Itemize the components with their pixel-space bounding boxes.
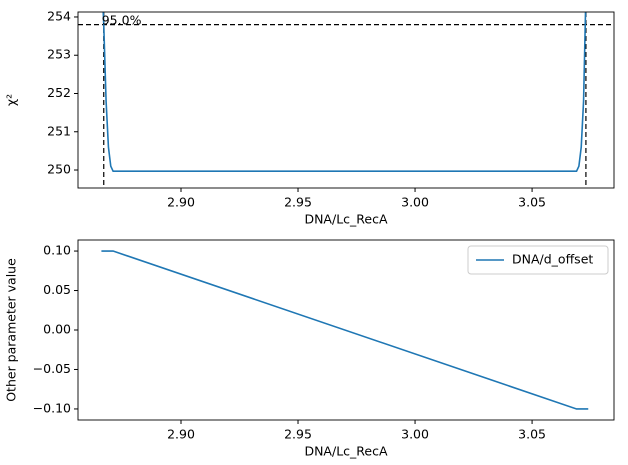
axes-frame xyxy=(77,239,615,421)
x-axis-label: DNA/Lc_RecA xyxy=(304,212,388,227)
y-tick-label: −0.10 xyxy=(33,400,71,415)
x-axis-label: DNA/Lc_RecA xyxy=(304,444,388,459)
y-tick-label: −0.05 xyxy=(33,361,71,376)
axes-frame xyxy=(77,11,615,189)
plot-area xyxy=(78,12,614,188)
x-tick-label: 3.00 xyxy=(401,427,429,442)
x-tick-label: 3.05 xyxy=(518,427,546,442)
y-axis-label: Other parameter value xyxy=(4,258,19,402)
y-tick-label: 253 xyxy=(47,47,71,62)
plot-area xyxy=(101,250,589,410)
y-tick-label: 0.05 xyxy=(43,282,71,297)
x-tick-label: 2.90 xyxy=(167,195,195,210)
y-tick-label: 254 xyxy=(47,8,71,23)
x-tick-label: 2.95 xyxy=(284,195,312,210)
y-tick-label: 251 xyxy=(47,123,71,138)
data-line xyxy=(102,12,587,172)
x-tick-label: 2.95 xyxy=(284,427,312,442)
annotation: 95.0% xyxy=(102,13,142,28)
legend-label: DNA/d_offset xyxy=(512,252,593,267)
y-tick-label: 0.00 xyxy=(43,322,71,337)
y-tick-label: 252 xyxy=(47,85,71,100)
y-tick-label: 250 xyxy=(47,162,71,177)
data-line xyxy=(101,250,589,410)
legend-box xyxy=(467,245,609,275)
y-tick-label: 0.10 xyxy=(43,243,71,258)
x-tick-label: 2.90 xyxy=(167,427,195,442)
x-tick-label: 3.05 xyxy=(518,195,546,210)
x-tick-label: 3.00 xyxy=(401,195,429,210)
y-axis-label: χ² xyxy=(4,94,19,106)
